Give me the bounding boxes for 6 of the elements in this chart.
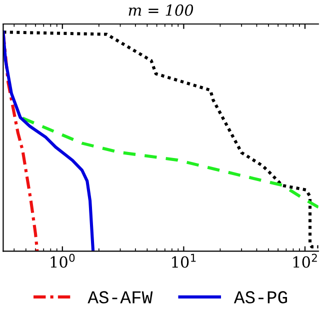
x-tick-label: 10$^{0}$ — [50, 254, 75, 268]
x-tick-label: 10$^{2}$ — [293, 254, 317, 268]
legend-label: AS-AFW — [88, 291, 153, 304]
legend-label: AS-PG — [234, 291, 287, 304]
x-tick-label: 10$^{1}$ — [172, 254, 196, 268]
chart-title: m = 100 — [128, 4, 194, 16]
